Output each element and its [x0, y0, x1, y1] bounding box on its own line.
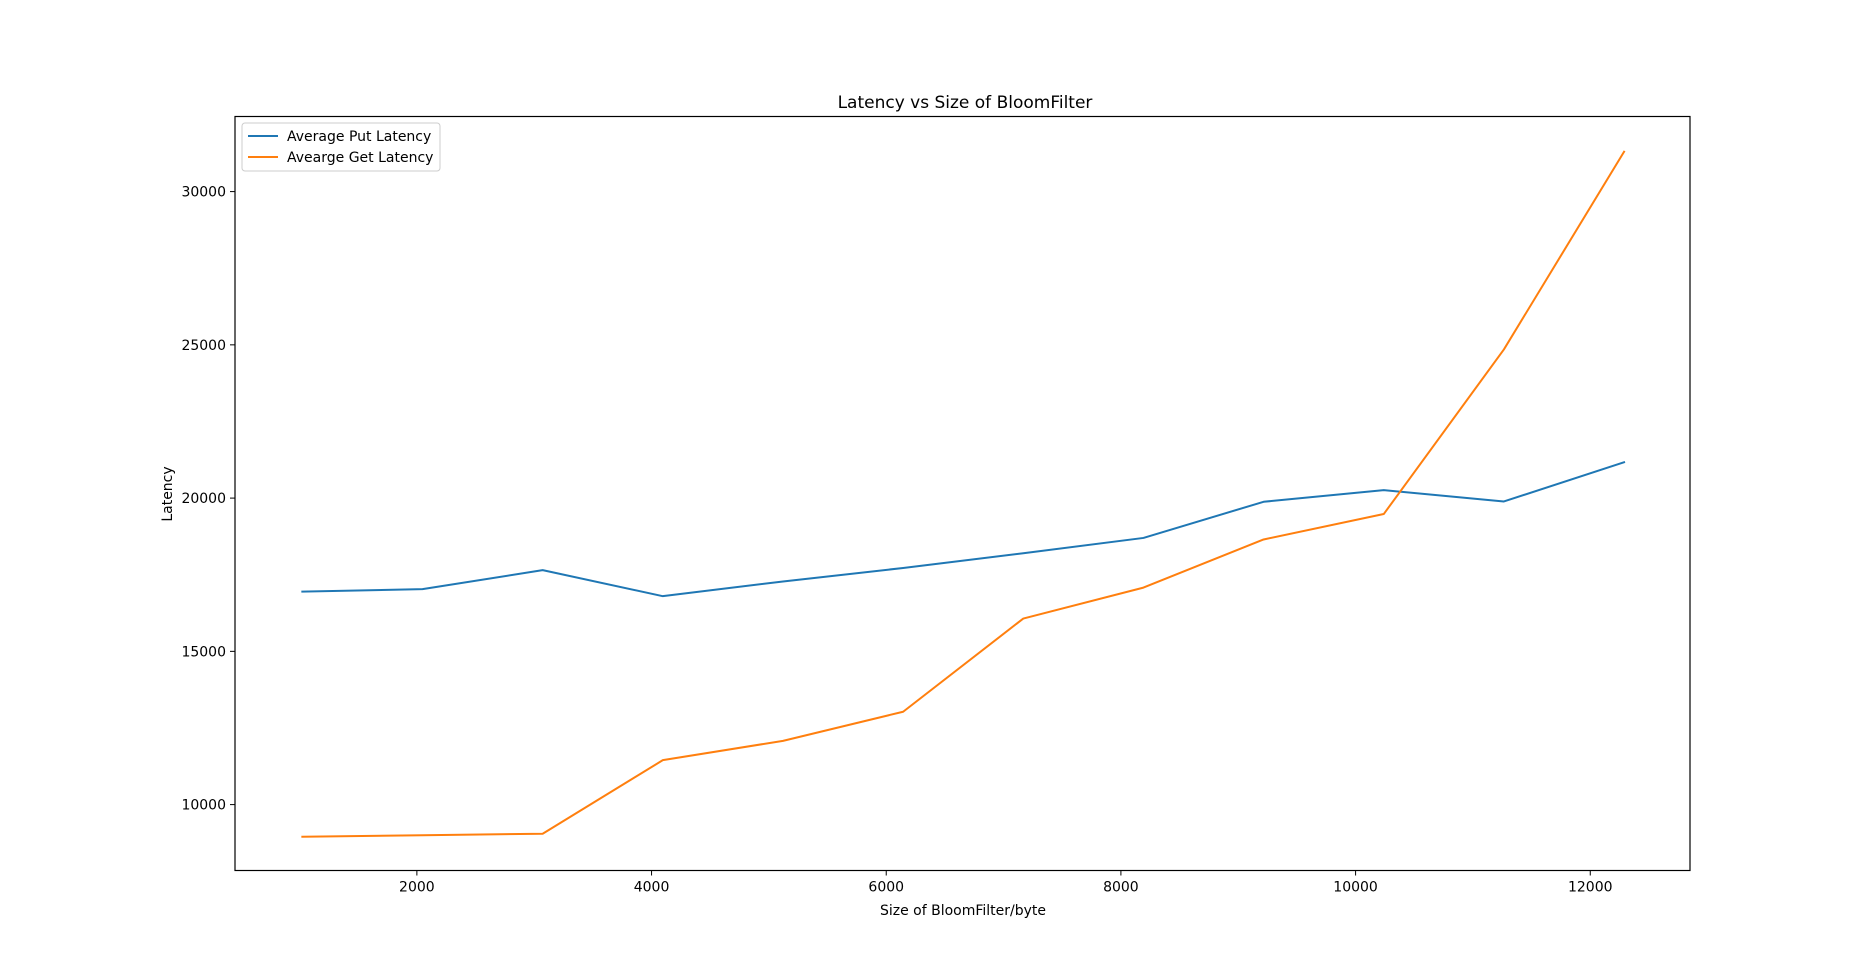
y-tick-label: 25000: [181, 338, 226, 354]
y-tick-label: 30000: [181, 185, 226, 201]
y-tick-label: 15000: [181, 644, 226, 660]
x-tick-label: 6000: [868, 880, 904, 896]
series-lines: [301, 150, 1626, 838]
legend-box: [241, 122, 441, 172]
x-tick-label: 2000: [399, 880, 435, 896]
x-axis-label: Size of BloomFilter/byte: [880, 903, 1046, 919]
x-tick-label: 4000: [634, 880, 670, 896]
y-axis-label: Latency: [160, 466, 176, 521]
series-line-get-latency: [301, 150, 1626, 838]
y-axis-ticks: 10000 15000 20000 25000 30000: [181, 185, 235, 814]
x-tick-label: 12000: [1568, 880, 1613, 896]
y-tick-label: 20000: [181, 491, 226, 507]
x-tick-label: 8000: [1103, 880, 1139, 896]
series-line-put-latency: [301, 460, 1626, 598]
legend-label-put-latency: Average Put Latency: [287, 129, 431, 145]
x-axis-ticks: 2000 4000 6000 8000 10000 12000: [399, 870, 1613, 896]
x-tick-label: 10000: [1333, 880, 1378, 896]
y-tick-label: 10000: [181, 798, 226, 814]
plot-area: 2000 4000 6000 8000 10000 12000 10000 15000 200…: [181, 115, 1691, 896]
legend: Average Put Latency Avearge Get Latency: [241, 122, 441, 172]
plot-frame: [234, 115, 1691, 872]
legend-label-get-latency: Avearge Get Latency: [287, 150, 433, 166]
chart-title: Latency vs Size of BloomFilter: [838, 93, 1093, 113]
